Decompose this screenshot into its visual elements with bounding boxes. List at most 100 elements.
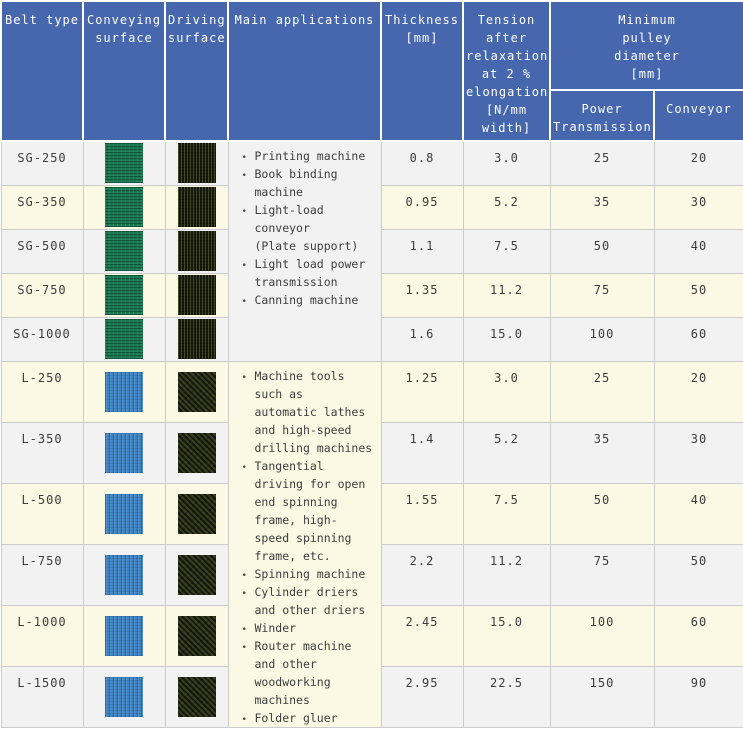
power-transmission-cell: 50 [549, 482, 655, 545]
thickness-cell: 1.6 [380, 316, 464, 362]
table-row-sg-350: SG-350 0.95 5.2 35 30 [0, 184, 743, 230]
col-header-minimum-pulley-diameter: Minimum pulley diameter [mm] [548, 0, 743, 91]
driving-surface-swatch [177, 231, 216, 271]
power-transmission-cell: 25 [549, 140, 655, 186]
conveying-surface-swatch [105, 432, 143, 473]
power-transmission-cell: 150 [549, 665, 655, 728]
power-transmission-cell: 75 [549, 272, 655, 318]
driving-surface-swatch [177, 143, 216, 184]
driving-surface-cell [164, 272, 229, 318]
conveying-surface-swatch [105, 319, 143, 359]
tension-cell: 11.2 [462, 543, 551, 606]
power-transmission-cell: 50 [549, 228, 655, 274]
belt-type-cell: L-1000 [0, 604, 84, 667]
col-header-conveying-surface: Conveying surface [82, 0, 166, 142]
table-body: SG-250 Printing machineBook binding machi… [0, 140, 743, 728]
driving-surface-cell [164, 228, 229, 274]
driving-surface-cell [164, 665, 229, 728]
driving-surface-cell [164, 140, 229, 186]
col-header-main-applications: Main applications [227, 0, 382, 142]
table-row-l-250: L-250 Machine tools such as automatic lat… [0, 360, 743, 728]
application-item: Tangential driving for open end spinning… [242, 457, 376, 565]
thickness-cell: 0.8 [380, 140, 464, 186]
application-item: Winder [242, 619, 376, 639]
conveying-surface-swatch [105, 275, 143, 315]
conveyor-cell: 90 [653, 665, 743, 728]
thickness-cell: 0.95 [380, 184, 464, 230]
conveying-surface-cell [82, 482, 166, 545]
col-header-driving-surface: Driving surface [164, 0, 229, 142]
conveying-surface-cell [82, 421, 166, 484]
tension-cell: 7.5 [462, 482, 551, 545]
tension-cell: 15.0 [462, 316, 551, 362]
conveying-surface-swatch [105, 187, 143, 227]
conveying-surface-swatch [105, 143, 143, 184]
power-transmission-cell: 35 [549, 421, 655, 484]
thickness-cell: 2.2 [380, 543, 464, 606]
belt-type-cell: L-500 [0, 482, 84, 545]
table-row-sg-250: SG-250 Printing machineBook binding machi… [0, 140, 743, 362]
tension-cell: 7.5 [462, 228, 551, 274]
thickness-cell: 2.95 [380, 665, 464, 728]
belt-type-cell: L-750 [0, 543, 84, 606]
belt-type-cell: L-1500 [0, 665, 84, 728]
conveying-surface-cell [82, 228, 166, 274]
tension-cell: 3.0 [462, 140, 551, 186]
driving-surface-swatch [177, 187, 216, 227]
driving-surface-cell [164, 421, 229, 484]
col-header-belt-type: Belt type [0, 0, 84, 142]
driving-surface-swatch [177, 676, 216, 717]
conveying-surface-swatch [105, 615, 143, 656]
belt-type-cell: L-350 [0, 421, 84, 484]
conveying-surface-cell [82, 604, 166, 667]
main-applications-cell: Printing machineBook binding machine Ligh… [227, 140, 382, 362]
thickness-cell: 1.4 [380, 421, 464, 484]
driving-surface-cell [164, 316, 229, 362]
tension-cell: 11.2 [462, 272, 551, 318]
thickness-cell: 1.55 [380, 482, 464, 545]
conveying-surface-cell [82, 316, 166, 362]
conveying-surface-swatch [105, 493, 143, 534]
conveying-surface-cell [82, 272, 166, 318]
conveying-surface-swatch [105, 231, 143, 271]
belt-type-cell: SG-350 [0, 184, 84, 230]
belt-type-cell: SG-750 [0, 272, 84, 318]
driving-surface-cell [164, 360, 229, 423]
conveyor-cell: 40 [653, 228, 743, 274]
power-transmission-cell: 100 [549, 604, 655, 667]
tension-cell: 5.2 [462, 184, 551, 230]
conveyor-cell: 30 [653, 184, 743, 230]
applications-list: Printing machineBook binding machine Ligh… [229, 142, 380, 311]
col-header-power-transmission: Power Transmission [549, 89, 655, 142]
applications-list: Machine tools such as automatic lathes a… [229, 362, 380, 727]
application-item: Light load power transmission [242, 255, 376, 291]
conveyor-cell: 40 [653, 482, 743, 545]
application-item: Book binding machine [242, 165, 376, 201]
application-item: Spinning machine [242, 565, 376, 585]
main-applications-cell: Machine tools such as automatic lathes a… [227, 360, 382, 728]
conveyor-cell: 20 [653, 140, 743, 186]
driving-surface-swatch [177, 371, 216, 412]
tension-cell: 3.0 [462, 360, 551, 423]
thickness-cell: 1.25 [380, 360, 464, 423]
application-item: Canning machine [242, 291, 376, 311]
driving-surface-cell [164, 543, 229, 606]
driving-surface-swatch [177, 275, 216, 315]
application-item: Machine tools such as automatic lathes a… [242, 367, 376, 457]
driving-surface-swatch [177, 493, 216, 534]
belt-type-cell: SG-1000 [0, 316, 84, 362]
conveyor-cell: 60 [653, 316, 743, 362]
conveying-surface-cell [82, 184, 166, 230]
conveying-surface-cell [82, 665, 166, 728]
belt-type-cell: SG-500 [0, 228, 84, 274]
driving-surface-cell [164, 184, 229, 230]
driving-surface-cell [164, 604, 229, 667]
application-item: Printing machine [242, 147, 376, 167]
col-header-thickness: Thickness [mm] [380, 0, 464, 142]
conveying-surface-cell [82, 140, 166, 186]
conveyor-cell: 20 [653, 360, 743, 423]
driving-surface-swatch [177, 615, 216, 656]
driving-surface-swatch [177, 554, 216, 595]
col-header-tension: Tension after relaxation at 2 % elongati… [462, 0, 551, 142]
